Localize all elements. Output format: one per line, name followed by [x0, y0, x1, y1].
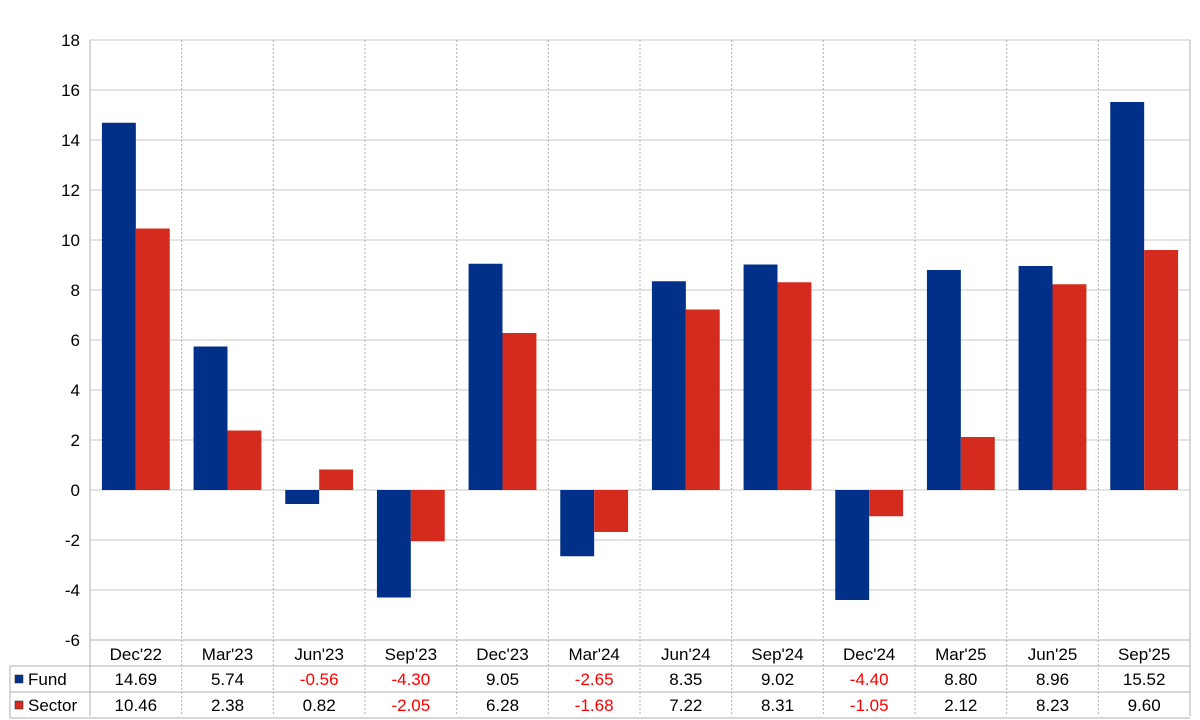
table-value-sector: -1.05 [850, 696, 889, 715]
y-tick-label: 12 [61, 181, 80, 200]
table-value-sector: 8.23 [1036, 696, 1069, 715]
data-table: Dec'22 Mar'23 Jun'23 Sep'23 Dec'23 Mar'24 Jun'… [9, 639, 1190, 719]
legend-label-fund: Fund [28, 670, 67, 689]
legend-swatch-fund [14, 674, 24, 684]
table-value-fund: -4.40 [850, 670, 889, 689]
category-label: Mar'24 [568, 645, 619, 664]
y-tick-label: -6 [65, 631, 80, 650]
bar-fund-6 [651, 281, 686, 490]
table-value-sector: 7.22 [669, 696, 702, 715]
table-value-fund: 15.52 [1123, 670, 1166, 689]
table-value-fund: 9.02 [761, 670, 794, 689]
bar-sector-10 [1052, 284, 1087, 490]
bar-sector-4 [502, 333, 537, 490]
table-value-fund: -0.56 [300, 670, 339, 689]
category-label: Mar'23 [202, 645, 253, 664]
category-label: Dec'24 [843, 645, 895, 664]
y-tick-label: -2 [65, 531, 80, 550]
y-tick-label: 16 [61, 81, 80, 100]
table-value-fund: 14.69 [115, 670, 158, 689]
table-value-sector: 2.38 [211, 696, 244, 715]
legend-label-sector: Sector [28, 696, 77, 715]
table-value-fund: 8.80 [944, 670, 977, 689]
category-label: Dec'23 [476, 645, 528, 664]
y-tick-label: 2 [71, 431, 80, 450]
table-value-sector: -2.05 [391, 696, 430, 715]
table-value-fund: -2.65 [575, 670, 614, 689]
table-value-sector: 2.12 [944, 696, 977, 715]
category-label: Sep'23 [385, 645, 437, 664]
bar-sector-5 [594, 490, 629, 532]
y-tick-label: 14 [61, 131, 80, 150]
table-value-sector: -1.68 [575, 696, 614, 715]
bars [101, 102, 1179, 600]
table-value-fund: -4.30 [391, 670, 430, 689]
bar-fund-4 [468, 263, 503, 490]
table-value-fund: 5.74 [211, 670, 244, 689]
y-tick-label: 10 [61, 231, 80, 250]
table-value-fund: 8.35 [669, 670, 702, 689]
y-tick-label: 4 [71, 381, 80, 400]
bar-fund-1 [193, 346, 228, 490]
table-value-sector: 10.46 [115, 696, 158, 715]
category-label: Jun'25 [1028, 645, 1078, 664]
y-tick-label: -4 [65, 581, 80, 600]
category-label: Sep'25 [1118, 645, 1170, 664]
table-value-sector: 0.82 [303, 696, 336, 715]
category-label: Jun'24 [661, 645, 711, 664]
bar-fund-5 [560, 490, 595, 557]
bar-fund-7 [743, 264, 778, 490]
y-tick-label: 6 [71, 331, 80, 350]
y-tick-label: 18 [61, 31, 80, 50]
table-value-fund: 9.05 [486, 670, 519, 689]
bar-fund-8 [835, 490, 870, 600]
bar-sector-2 [319, 469, 354, 490]
category-label: Jun'23 [294, 645, 344, 664]
y-tick-label: 0 [71, 481, 80, 500]
bar-fund-0 [101, 122, 136, 490]
table-value-fund: 8.96 [1036, 670, 1069, 689]
y-axis: -6 -4 -2 0 2 4 6 8 10 12 14 16 18 [61, 31, 80, 650]
y-tick-label: 8 [71, 281, 80, 300]
gridlines [89, 39, 1191, 716]
table-value-sector: 6.28 [486, 696, 519, 715]
bar-sector-9 [960, 437, 995, 490]
category-label: Mar'25 [935, 645, 986, 664]
legend-swatch-sector [14, 700, 24, 710]
bar-sector-6 [685, 309, 720, 490]
bar-sector-8 [869, 490, 904, 517]
category-label: Sep'24 [751, 645, 803, 664]
bar-sector-7 [777, 282, 812, 490]
bar-fund-2 [285, 490, 320, 504]
table-value-sector: 8.31 [761, 696, 794, 715]
bar-fund-11 [1110, 102, 1145, 490]
bar-fund-3 [376, 490, 411, 598]
bar-sector-0 [135, 228, 170, 490]
category-label: Dec'22 [110, 645, 162, 664]
table-value-sector: 9.60 [1128, 696, 1161, 715]
bar-sector-1 [227, 430, 262, 490]
bar-sector-11 [1144, 250, 1179, 490]
bar-fund-10 [1018, 266, 1053, 490]
bar-sector-3 [410, 490, 445, 542]
bar-fund-9 [926, 270, 961, 490]
